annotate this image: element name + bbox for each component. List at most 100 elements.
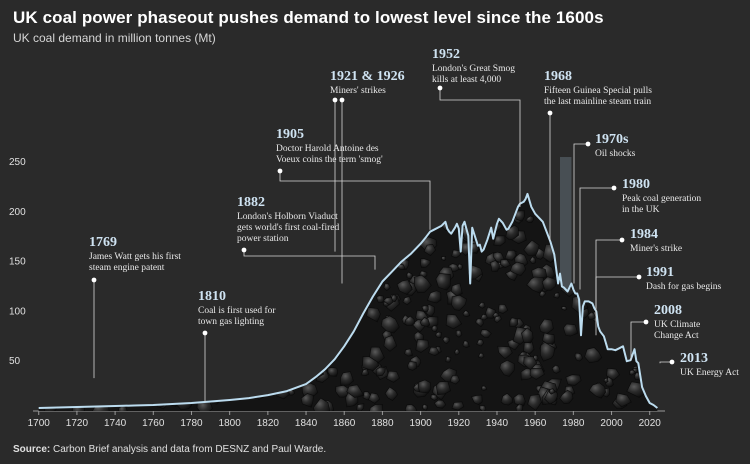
coal-lump: [475, 175, 487, 187]
annotation-text: steam engine patent: [89, 263, 165, 273]
coal-lump: [352, 136, 358, 143]
coal-lump: [526, 276, 545, 294]
coal-lump: [117, 166, 128, 177]
coal-lump: [137, 224, 150, 238]
coal-lump: [204, 198, 221, 215]
coal-lump: [45, 114, 55, 127]
coal-lump: [401, 193, 418, 199]
coal-lump: [525, 215, 534, 223]
coal-lump: [449, 375, 461, 385]
coal-lump: [380, 240, 390, 251]
coal-lump: [119, 176, 133, 192]
coal-lump: [295, 316, 307, 327]
coal-lump: [435, 381, 451, 396]
coal-lump: [312, 136, 317, 142]
coal-lump: [64, 220, 72, 228]
coal-lump: [643, 122, 649, 129]
coal-lump: [182, 241, 197, 255]
coal-lump: [169, 168, 183, 181]
coal-lump: [181, 153, 193, 165]
coal-lump: [95, 117, 107, 127]
coal-lump: [415, 339, 430, 353]
coal-lump: [477, 118, 486, 126]
annotation-dot: [636, 274, 642, 280]
coal-lump: [38, 257, 44, 264]
coal-lump: [38, 262, 48, 277]
coal-lump: [171, 174, 188, 190]
annotation-dot: [619, 237, 625, 243]
coal-lump: [608, 295, 620, 311]
coal-lump: [658, 161, 664, 167]
coal-lump: [600, 175, 611, 185]
coal-lump: [64, 217, 77, 229]
coal-lump: [276, 196, 290, 211]
coal-lump: [349, 301, 362, 315]
coal-lump: [466, 195, 476, 204]
coal-lump: [47, 249, 58, 260]
coal-lump: [407, 360, 417, 371]
annotation-dot: [585, 141, 591, 147]
annotation-text: Miners' strikes: [330, 86, 386, 96]
coal-lump: [134, 239, 144, 248]
coal-lump: [413, 274, 432, 294]
coal-lump: [505, 151, 516, 161]
x-tick-label: 1740: [104, 418, 127, 429]
coal-lump: [376, 295, 385, 304]
coal-lump: [166, 196, 186, 214]
coal-lump: [262, 281, 274, 294]
coal-lump: [362, 171, 370, 181]
annotation-dot: [547, 110, 553, 116]
coal-lump: [629, 369, 636, 376]
x-tick-label: 1720: [66, 418, 89, 429]
coal-lump: [176, 174, 186, 183]
coal-lump: [471, 394, 483, 405]
coal-lump: [71, 127, 88, 138]
coal-lump: [609, 158, 621, 173]
coal-lump: [553, 292, 560, 299]
coal-lump: [544, 389, 558, 405]
coal-lump: [57, 135, 65, 144]
coal-lump: [231, 148, 242, 162]
coal-lump: [367, 235, 384, 250]
coal-lump: [81, 294, 92, 305]
coal-lump: [300, 233, 312, 250]
coal-lump: [419, 317, 431, 328]
coal-lump: [127, 141, 137, 149]
coal-lump: [652, 353, 658, 368]
coal-lump: [274, 200, 285, 210]
coal-lump: [228, 372, 238, 382]
coal-lump: [186, 114, 192, 119]
annotation-year: 2013: [680, 351, 708, 366]
coal-lump: [220, 242, 230, 253]
annotation-text: Fifteen Guinea Special pulls: [544, 85, 652, 96]
coal-lump: [117, 220, 135, 236]
demand-line: [38, 192, 659, 409]
coal-lump: [112, 299, 127, 313]
coal-lump: [447, 193, 457, 203]
coal-lump: [402, 295, 412, 306]
coal-lump: [613, 265, 624, 275]
coal-lump: [247, 126, 256, 135]
coal-lump: [353, 196, 360, 202]
coal-lump: [433, 399, 447, 409]
coal-lump: [380, 254, 392, 265]
coal-lump: [420, 258, 431, 268]
annotation-year: 1810: [198, 289, 226, 304]
coal-lump: [60, 260, 76, 279]
x-tick-label: 1980: [562, 418, 585, 429]
coal-lump: [40, 187, 48, 193]
coal-lump: [130, 170, 136, 175]
coal-lump: [481, 385, 488, 391]
coal-lump: [239, 342, 257, 360]
y-tick-label: 250: [9, 157, 26, 168]
coal-lump: [228, 353, 245, 369]
coal-lump: [185, 308, 192, 316]
coal-lump: [541, 130, 550, 138]
coal-lump: [356, 173, 366, 183]
coal-lump: [72, 401, 86, 411]
coal-lump: [64, 337, 80, 355]
y-tick-label: 100: [9, 306, 26, 317]
